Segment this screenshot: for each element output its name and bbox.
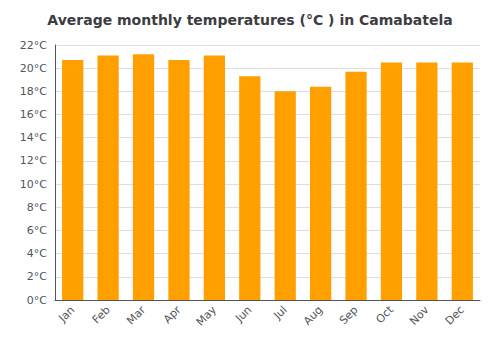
svg-text:6°C: 6°C: [27, 224, 47, 237]
svg-text:Average monthly temperatures (: Average monthly temperatures (°C ) in Ca…: [47, 12, 452, 28]
svg-text:18°C: 18°C: [20, 85, 47, 98]
svg-text:16°C: 16°C: [20, 108, 47, 121]
svg-text:2°C: 2°C: [27, 270, 47, 283]
svg-text:Dec: Dec: [443, 303, 467, 327]
svg-text:22°C: 22°C: [20, 39, 47, 52]
svg-text:May: May: [194, 303, 220, 329]
svg-text:20°C: 20°C: [20, 62, 47, 75]
svg-text:Jul: Jul: [271, 303, 290, 322]
svg-text:Apr: Apr: [161, 303, 184, 326]
svg-text:10°C: 10°C: [20, 178, 47, 191]
svg-text:Sep: Sep: [337, 303, 361, 327]
svg-text:0°C: 0°C: [27, 294, 47, 307]
svg-text:Oct: Oct: [373, 303, 396, 326]
svg-text:Mar: Mar: [124, 303, 148, 327]
svg-text:14°C: 14°C: [20, 131, 47, 144]
svg-text:Jan: Jan: [55, 303, 77, 325]
svg-text:Feb: Feb: [90, 303, 113, 326]
svg-text:Jun: Jun: [232, 303, 254, 325]
svg-text:Nov: Nov: [407, 303, 432, 328]
svg-text:12°C: 12°C: [20, 154, 47, 167]
svg-text:8°C: 8°C: [27, 201, 47, 214]
svg-text:4°C: 4°C: [27, 247, 47, 260]
svg-text:Aug: Aug: [301, 303, 325, 327]
